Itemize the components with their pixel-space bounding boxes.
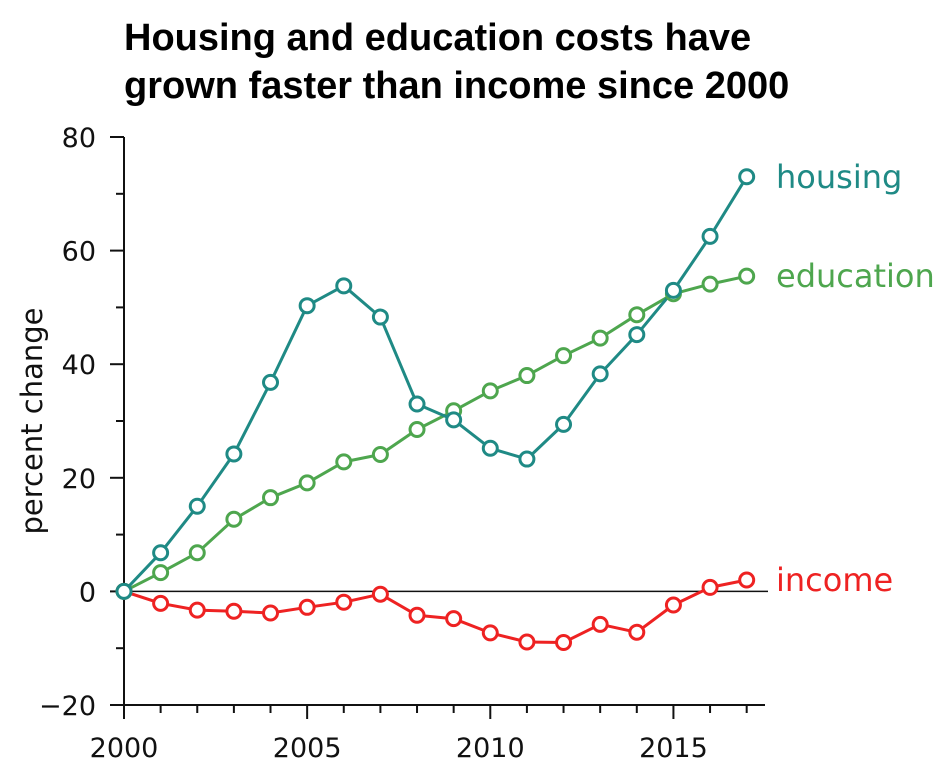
y-tick-label: 60: [62, 237, 96, 268]
data-point-income: [371, 585, 389, 603]
series-line-income: [123, 578, 747, 644]
data-point-income: [518, 633, 536, 651]
data-point-education: [481, 382, 499, 400]
data-point-housing: [591, 365, 609, 383]
data-point-education: [591, 329, 609, 347]
data-point-education: [298, 474, 316, 492]
chart-title-line-2: grown faster than income since 2000: [124, 65, 790, 107]
x-tick-label: 2000: [90, 733, 159, 764]
series-label-income: income: [776, 561, 893, 599]
data-point-education: [262, 489, 280, 507]
data-point-income: [591, 615, 609, 633]
data-point-housing: [298, 297, 316, 315]
axes: 80 60 40 20 0 −20 2000 2005 2010 2015 percent chan…: [15, 123, 768, 764]
data-point-housing: [518, 450, 536, 468]
y-tick-label: 20: [62, 464, 96, 495]
data-point-income: [335, 593, 353, 611]
data-point-income: [225, 602, 243, 620]
data-point-education: [628, 306, 646, 324]
data-point-education: [225, 510, 243, 528]
data-point-income: [445, 610, 463, 628]
y-axis-label: percent change: [15, 307, 49, 534]
labels-layer: housing education income: [776, 158, 935, 599]
data-point-income: [664, 596, 682, 614]
series-line-housing: [122, 176, 748, 593]
data-point-housing: [664, 281, 682, 299]
data-point-income: [628, 623, 646, 641]
data-point-education: [188, 544, 206, 562]
data-point-income: [408, 606, 426, 624]
data-point-education: [701, 275, 719, 293]
data-point-income: [262, 604, 280, 622]
y-tick-label: 0: [79, 577, 96, 608]
data-point-housing: [738, 168, 756, 186]
data-point-education: [518, 367, 536, 385]
data-point-housing: [335, 277, 353, 295]
data-point-education: [152, 564, 170, 582]
data-point-housing: [628, 326, 646, 344]
data-point-income: [738, 571, 756, 589]
data-point-housing: [188, 497, 206, 515]
series-layer: [115, 168, 756, 652]
data-point-housing: [555, 415, 573, 433]
data-point-income: [152, 594, 170, 612]
data-point-housing: [225, 445, 243, 463]
y-tick-label: 40: [62, 350, 96, 381]
data-point-housing: [408, 395, 426, 413]
data-point-education: [335, 453, 353, 471]
data-point-housing: [701, 227, 719, 245]
x-tick-label: 2010: [456, 733, 525, 764]
data-point-education: [738, 267, 756, 285]
data-point-housing: [152, 544, 170, 562]
data-point-housing: [481, 439, 499, 457]
x-tick-label: 2005: [273, 733, 342, 764]
data-point-income: [555, 634, 573, 652]
chart-title-line-1: Housing and education costs have: [124, 17, 752, 59]
data-point-education: [371, 446, 389, 464]
data-point-education: [555, 347, 573, 365]
data-point-housing: [445, 411, 463, 429]
data-point-income: [481, 624, 499, 642]
series-label-housing: housing: [776, 158, 902, 196]
data-point-income: [701, 578, 719, 596]
chart-title: Housing and education costs have grown f…: [124, 14, 924, 110]
data-point-housing: [115, 582, 133, 600]
data-point-housing: [371, 308, 389, 326]
x-tick-label: 2015: [639, 733, 708, 764]
data-point-education: [408, 421, 426, 439]
series-line-education: [123, 274, 748, 593]
series-label-education: education: [776, 257, 935, 295]
y-tick-label: 80: [62, 123, 96, 154]
y-tick-label: −20: [39, 691, 96, 722]
data-point-income: [298, 598, 316, 616]
data-point-income: [188, 601, 206, 619]
data-point-housing: [262, 373, 280, 391]
